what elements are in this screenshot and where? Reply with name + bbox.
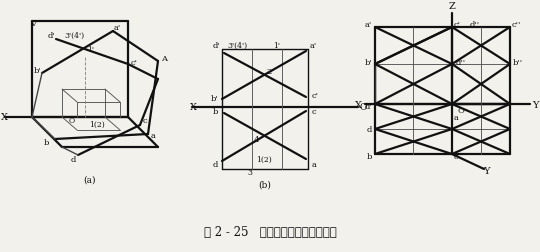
Text: b: b (367, 152, 372, 160)
Text: 1': 1' (273, 42, 280, 50)
Text: 3'(4'): 3'(4') (227, 42, 247, 50)
Text: 3: 3 (247, 168, 253, 176)
Text: Y: Y (532, 100, 538, 109)
Text: d'': d'' (456, 59, 466, 67)
Text: d: d (70, 155, 76, 163)
Text: Z: Z (449, 2, 455, 11)
Text: O: O (69, 116, 75, 124)
Text: V: V (30, 20, 36, 28)
Text: a: a (312, 160, 317, 168)
Text: d'': d'' (470, 21, 480, 29)
Text: X: X (190, 103, 197, 112)
Text: a: a (454, 114, 459, 121)
Text: b: b (213, 108, 218, 115)
Text: (b): (b) (259, 180, 272, 189)
Text: c': c' (454, 21, 461, 29)
Text: c: c (312, 108, 316, 115)
Text: 1(2): 1(2) (256, 155, 272, 163)
Text: a': a' (113, 24, 120, 32)
Text: b: b (44, 138, 49, 146)
Text: 1(2): 1(2) (89, 120, 105, 129)
Text: c: c (454, 152, 458, 160)
Text: 4: 4 (253, 136, 259, 143)
Text: Y: Y (483, 167, 489, 176)
Text: c': c' (131, 59, 138, 67)
Text: c': c' (312, 92, 319, 100)
Text: b': b' (210, 94, 218, 103)
Text: X: X (355, 100, 362, 109)
Text: 3'(4'): 3'(4') (64, 32, 84, 40)
Text: a': a' (310, 42, 318, 50)
Text: d: d (213, 160, 218, 168)
Text: d': d' (48, 32, 56, 40)
Text: O: O (457, 107, 464, 115)
Text: d': d' (364, 103, 372, 111)
Text: 2': 2' (266, 68, 274, 76)
Text: X: X (1, 113, 8, 122)
Text: b'': b'' (513, 59, 523, 67)
Text: 图 2 - 25   交叉两直线的投影（一）: 图 2 - 25 交叉两直线的投影（一） (204, 226, 336, 239)
Text: 1': 1' (87, 46, 94, 54)
Text: c: c (143, 116, 147, 124)
Text: a': a' (364, 21, 372, 29)
Text: a: a (151, 132, 156, 139)
Text: b': b' (34, 67, 42, 75)
Text: A: A (161, 55, 167, 63)
Text: O: O (360, 103, 367, 112)
Text: b': b' (364, 59, 372, 67)
Text: d: d (367, 125, 372, 134)
Text: c'': c'' (512, 21, 522, 29)
Text: (a): (a) (84, 175, 96, 184)
Text: d': d' (212, 42, 220, 50)
